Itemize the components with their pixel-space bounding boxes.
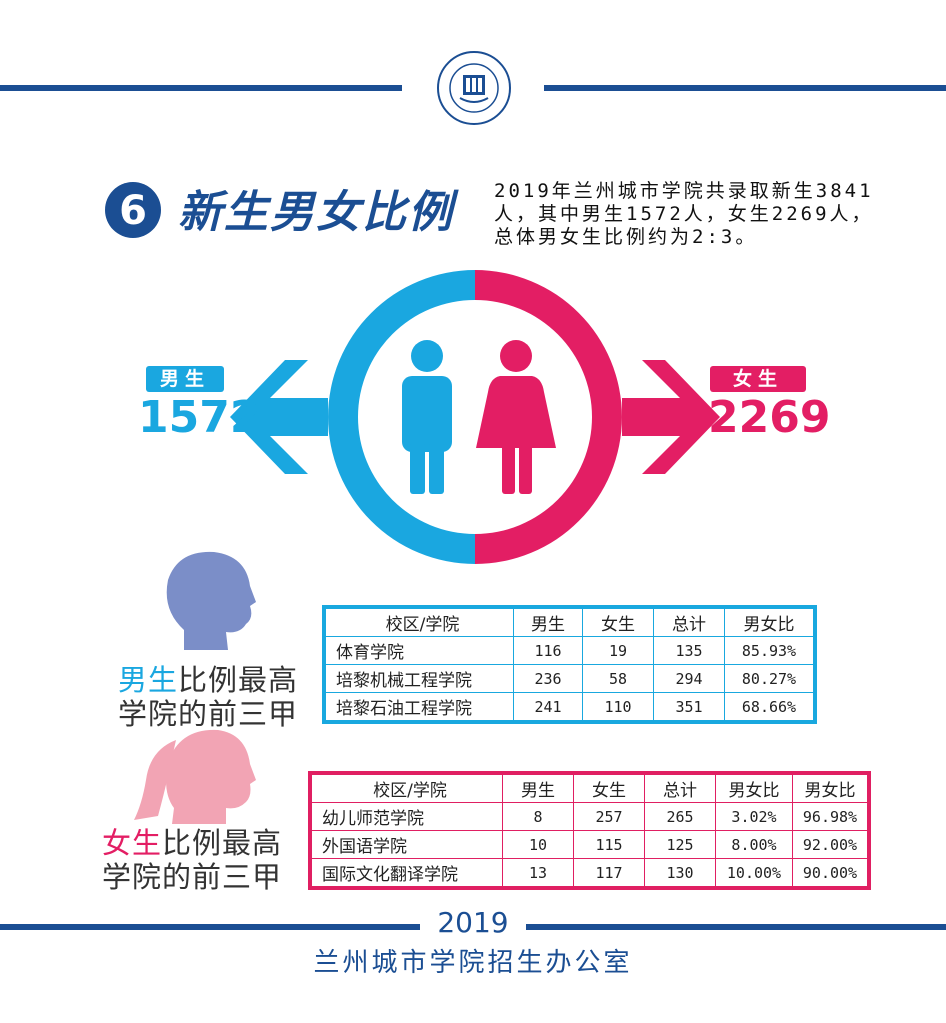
male-head-silhouette-icon: [166, 551, 256, 650]
top-rule-left: [0, 85, 402, 91]
footer-year: 2019: [437, 906, 509, 939]
gender-ratio-graphic: [230, 270, 720, 564]
table-header-row: 校区/学院 男生 女生 总计 男女比 男女比: [309, 772, 870, 803]
footer-rule-right: [526, 924, 946, 930]
section-number-badge: 6: [105, 182, 161, 238]
female-top3-table: 校区/学院 男生 女生 总计 男女比 男女比 幼儿师范学院 8 257 265 3.…: [308, 771, 871, 890]
female-table-caption: 女生比例最高 学院的前三甲: [102, 826, 283, 894]
footer-rule-left: [0, 924, 420, 930]
section-title: 新生男女比例: [178, 187, 454, 238]
male-table-caption: 男生比例最高 学院的前三甲: [118, 663, 299, 731]
male-count: 1572: [138, 392, 261, 443]
table-header-row: 校区/学院 男生 女生 总计 男女比: [323, 606, 816, 637]
female-count: 2269: [708, 392, 831, 443]
top-rule-right: [544, 85, 946, 91]
female-figure-icon: [476, 340, 556, 494]
male-top3-table: 校区/学院 男生 女生 总计 男女比 体育学院 116 19 135 85.93% …: [322, 605, 817, 724]
table-row: 培黎石油工程学院 241 110 351 68.66%: [323, 692, 816, 723]
table-row: 国际文化翻译学院 13 117 130 10.00% 90.00%: [309, 858, 870, 889]
table-row: 体育学院 116 19 135 85.93%: [323, 636, 816, 665]
male-label: 男生: [146, 366, 224, 392]
female-head-silhouette-icon: [134, 729, 256, 824]
male-figure-icon: [402, 340, 452, 494]
table-row: 幼儿师范学院 8 257 265 3.02% 96.98%: [309, 802, 870, 831]
section-number: 6: [119, 188, 147, 234]
table-row: 外国语学院 10 115 125 8.00% 92.00%: [309, 830, 870, 859]
table-row: 培黎机械工程学院 236 58 294 80.27%: [323, 664, 816, 693]
section-description: 2019年兰州城市学院共录取新生3841人，其中男生1572人，女生2269人，…: [494, 180, 874, 248]
footer-organization: 兰州城市学院招生办公室: [313, 948, 633, 978]
university-seal-logo: [437, 51, 511, 125]
female-label: 女生: [710, 366, 806, 392]
